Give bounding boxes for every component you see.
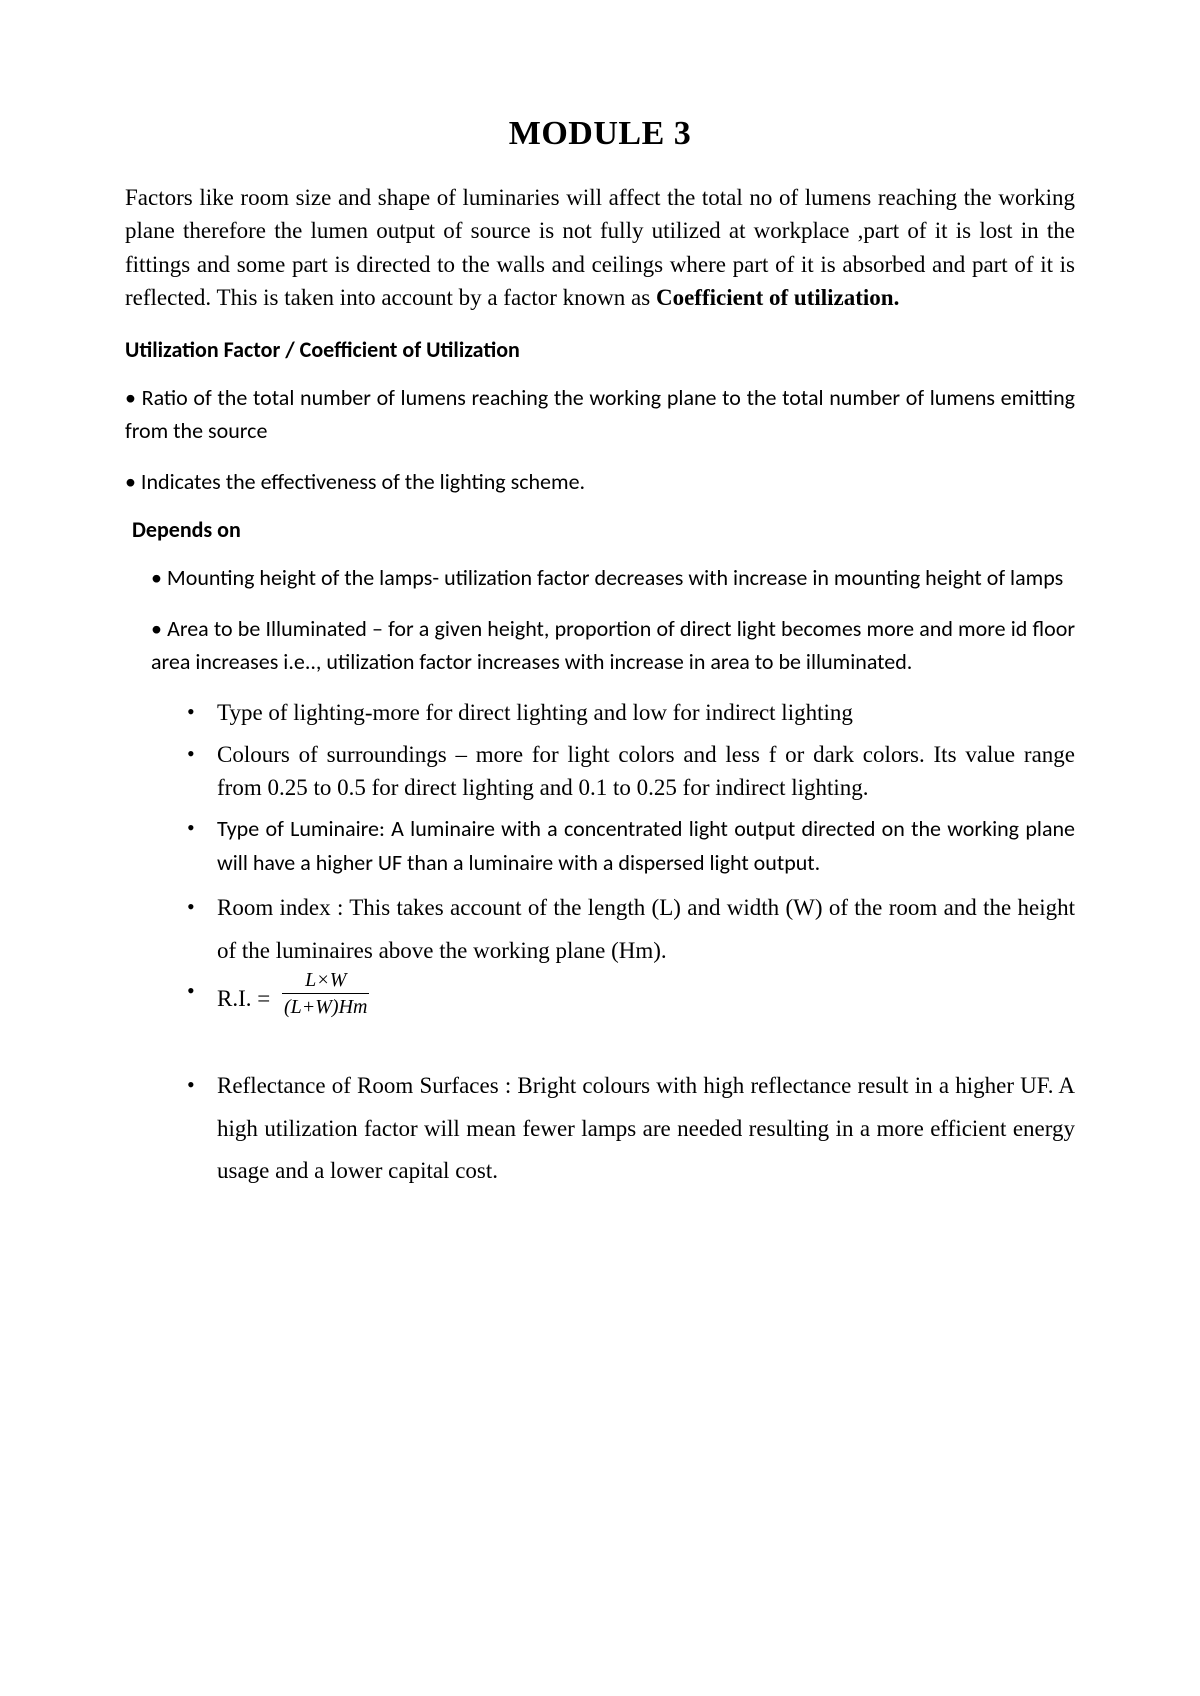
list-item-formula: R.I. = L×W(L+W)Hm (187, 974, 1075, 1027)
formula-fraction: L×W(L+W)Hm (282, 968, 370, 1021)
bullet-ratio: • Ratio of the total number of lumens re… (125, 381, 1075, 447)
luminaire-label: Type of Luminaire (217, 815, 379, 842)
list-item-room-index: Room index : This takes account of the l… (187, 887, 1075, 972)
section-heading-utilization: Utilization Factor / Coefficient of Util… (125, 336, 1075, 363)
intro-bold: Coefficient of utilization. (656, 285, 899, 310)
formula-numerator: L×W (282, 968, 370, 994)
bullet-effectiveness: • Indicates the effectiveness of the lig… (125, 465, 1075, 498)
reflectance-label: Reflectance of Room Surfaces (217, 1073, 505, 1098)
list-item-reflectance: Reflectance of Room Surfaces : Bright co… (187, 1065, 1075, 1193)
formula-denominator: (L+W)Hm (282, 994, 370, 1021)
formula-lhs: R.I. = (217, 986, 276, 1011)
list-item-lighting-type: Type of lighting-more for direct lightin… (187, 696, 1075, 729)
section-heading-depends: Depends on (132, 516, 1075, 543)
list-item-colours: Colours of surroundings – more for light… (187, 738, 1075, 805)
list-item-luminaire-type: Type of Luminaire: A luminaire with a co… (187, 812, 1075, 879)
bullet-mounting-height: • Mounting height of the lamps- utilizat… (151, 561, 1075, 594)
intro-text: Factors like room size and shape of lumi… (125, 185, 1075, 310)
bullet-area-illuminated: • Area to be Illuminated – for a given h… (151, 612, 1075, 678)
factors-list: Type of lighting-more for direct lightin… (187, 696, 1075, 1192)
module-title: MODULE 3 (125, 115, 1075, 153)
intro-paragraph: Factors like room size and shape of lumi… (125, 181, 1075, 314)
